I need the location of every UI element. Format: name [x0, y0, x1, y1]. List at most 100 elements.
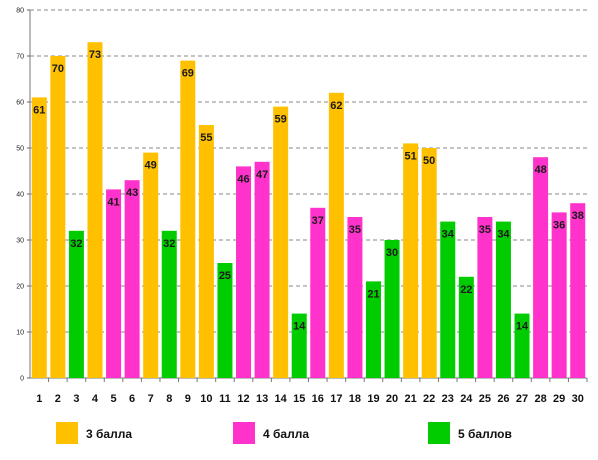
y-tick-label: 10	[16, 330, 24, 337]
x-tick-label: 19	[367, 393, 379, 405]
bar	[273, 106, 289, 378]
data-label: 14	[516, 321, 529, 333]
x-tick-label: 6	[129, 393, 135, 405]
y-tick-label: 40	[16, 192, 24, 199]
bar	[161, 230, 177, 378]
x-tick-label: 26	[497, 393, 509, 405]
data-label: 70	[52, 63, 64, 75]
bar	[477, 217, 493, 378]
data-label: 59	[275, 114, 287, 126]
y-tick-label: 80	[16, 8, 24, 15]
legend-swatch	[233, 422, 255, 444]
y-tick-label: 30	[16, 238, 24, 245]
data-label: 36	[553, 219, 565, 231]
data-label: 30	[386, 247, 398, 259]
legend-label: 4 балла	[263, 427, 309, 441]
x-tick-label: 15	[293, 393, 305, 405]
x-tick-label: 13	[256, 393, 268, 405]
y-tick-label: 60	[16, 100, 24, 107]
x-tick-label: 20	[386, 393, 398, 405]
x-tick-label: 14	[275, 393, 288, 405]
x-tick-label: 3	[73, 393, 79, 405]
bar	[50, 56, 66, 378]
data-label: 35	[349, 224, 361, 236]
data-label: 22	[460, 284, 472, 296]
bar	[421, 148, 437, 378]
legend-label: 3 балла	[86, 427, 132, 441]
legend-label: 5 баллов	[458, 427, 512, 441]
x-tick-label: 1	[36, 393, 42, 405]
x-tick-label: 29	[553, 393, 565, 405]
x-tick-label: 2	[55, 393, 61, 405]
x-tick-label: 16	[312, 393, 324, 405]
x-tick-label: 5	[110, 393, 116, 405]
x-tick-label: 10	[200, 393, 212, 405]
x-tick-label: 22	[423, 393, 435, 405]
data-label: 49	[145, 160, 157, 172]
x-tick-label: 23	[442, 393, 454, 405]
bar	[310, 207, 326, 378]
x-tick-label: 12	[237, 393, 249, 405]
bar	[514, 313, 530, 378]
x-tick-label: 18	[349, 393, 361, 405]
x-tick-label: 25	[479, 393, 491, 405]
bar	[533, 157, 549, 378]
x-tick-label: 7	[148, 393, 154, 405]
bar	[254, 161, 270, 378]
data-label: 34	[497, 229, 510, 241]
bar	[87, 42, 103, 378]
legend: 3 балла 4 балла 5 баллов	[56, 422, 512, 444]
bar	[365, 281, 381, 378]
bar	[440, 221, 456, 378]
bar	[106, 189, 122, 378]
data-label: 69	[182, 68, 194, 80]
bar	[458, 276, 474, 378]
data-label: 43	[126, 187, 138, 199]
bars	[31, 42, 586, 379]
bar	[384, 240, 400, 378]
y-tick-label: 70	[16, 54, 24, 61]
data-label: 51	[404, 150, 416, 162]
data-label: 35	[479, 224, 491, 236]
data-labels: 61 70 32 73 41 43 49 32 69 55 25 46 47 59 14 37 62 35 21 30…	[33, 49, 584, 332]
x-tick-label: 21	[404, 393, 416, 405]
data-label: 62	[330, 100, 342, 112]
x-tick-label: 9	[185, 393, 191, 405]
x-tick-label: 24	[460, 393, 473, 405]
legend-item: 4 балла	[233, 422, 309, 444]
data-label: 48	[534, 164, 546, 176]
data-label: 41	[107, 196, 119, 208]
bar	[68, 230, 84, 378]
bar	[403, 143, 419, 378]
y-tick-labels: 0 10 20 30 40 50 60 70 80	[16, 8, 24, 383]
legend-swatch	[428, 422, 450, 444]
data-label: 50	[423, 155, 435, 167]
bar	[570, 203, 586, 378]
x-tick-label: 27	[516, 393, 528, 405]
data-label: 38	[572, 210, 584, 222]
bar	[198, 125, 214, 378]
x-tick-labels: 1 2 3 4 5 6 7 8 9 10 11 12 13 14 15 16 17 18 19 20 21 22 23 24 2…	[36, 393, 584, 405]
bar	[551, 212, 567, 378]
data-label: 37	[312, 215, 324, 227]
y-tick-label: 50	[16, 146, 24, 153]
x-tick-label: 30	[572, 393, 584, 405]
bar	[143, 152, 159, 378]
data-label: 21	[367, 288, 379, 300]
bar	[347, 217, 363, 378]
data-label: 14	[293, 321, 306, 333]
gridlines	[30, 9, 587, 333]
x-tick-label: 4	[92, 393, 99, 405]
bar	[217, 263, 233, 378]
data-label: 47	[256, 169, 268, 181]
bar	[180, 60, 196, 378]
data-label: 46	[237, 173, 249, 185]
data-label: 32	[70, 238, 82, 250]
y-tick-label: 0	[20, 376, 24, 383]
bar	[124, 180, 140, 378]
x-tick-label: 11	[219, 393, 231, 405]
bar	[236, 166, 252, 378]
data-label: 55	[200, 132, 212, 144]
bar	[291, 313, 307, 378]
